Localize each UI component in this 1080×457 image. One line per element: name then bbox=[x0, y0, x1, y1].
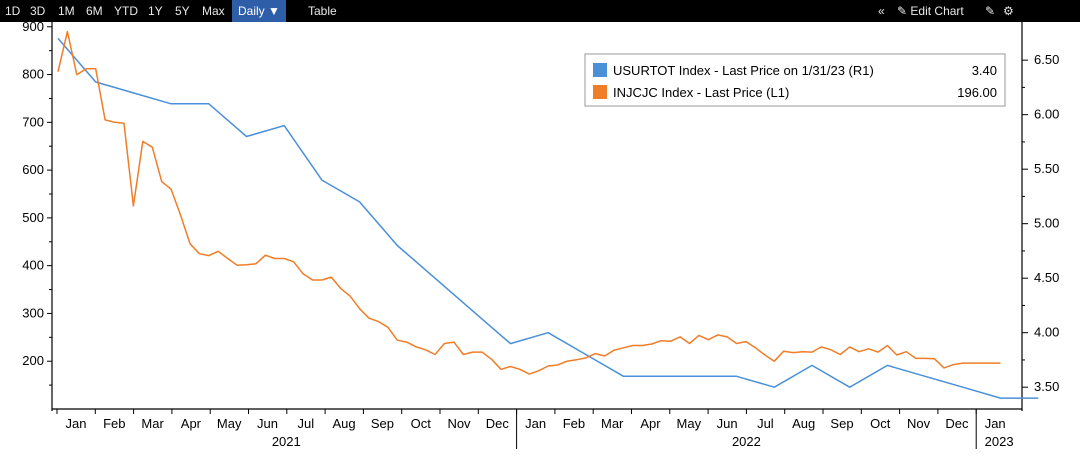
month-label: Oct bbox=[411, 416, 432, 431]
left-tick-label: 300 bbox=[22, 305, 44, 320]
legend-swatch bbox=[593, 85, 607, 99]
range-6m-button[interactable]: 6M bbox=[86, 4, 103, 18]
month-label: Dec bbox=[945, 416, 969, 431]
month-label: Apr bbox=[181, 416, 202, 431]
month-label: Jan bbox=[66, 416, 87, 431]
table-button[interactable]: Table bbox=[308, 4, 337, 18]
range-3d-button[interactable]: 3D bbox=[30, 4, 46, 18]
month-label: Jan bbox=[525, 416, 546, 431]
month-label: Apr bbox=[640, 416, 661, 431]
edit-icon[interactable]: ✎ bbox=[985, 4, 996, 18]
left-tick-label: 700 bbox=[22, 114, 44, 129]
range-1y-button[interactable]: 1Y bbox=[148, 4, 163, 18]
collapse-button[interactable]: « bbox=[878, 4, 885, 18]
range-1m-button[interactable]: 1M bbox=[58, 4, 75, 18]
legend-label: INJCJC Index - Last Price (L1) bbox=[613, 85, 789, 100]
month-label: Sep bbox=[371, 416, 394, 431]
right-tick-label: 4.00 bbox=[1034, 325, 1059, 340]
month-label: Sep bbox=[830, 416, 853, 431]
right-tick-label: 3.50 bbox=[1034, 379, 1059, 394]
legend-swatch bbox=[593, 63, 607, 77]
range-ytd-button[interactable]: YTD bbox=[114, 4, 138, 18]
month-label: May bbox=[217, 416, 242, 431]
month-label: Jul bbox=[757, 416, 774, 431]
right-tick-label: 6.50 bbox=[1034, 52, 1059, 67]
month-label: Jan bbox=[985, 416, 1006, 431]
left-tick-label: 200 bbox=[22, 353, 44, 368]
legend-value: 3.40 bbox=[972, 63, 997, 78]
right-tick-label: 6.00 bbox=[1034, 107, 1059, 122]
right-tick-label: 5.00 bbox=[1034, 216, 1059, 231]
right-tick-label: 5.50 bbox=[1034, 161, 1059, 176]
year-label: 2021 bbox=[272, 434, 301, 449]
settings-icon[interactable]: ⚙ bbox=[1003, 4, 1014, 18]
line-chart: 900 800 700 600 500 400 300 200 6.50 6.00 5.50 5.0… bbox=[22, 22, 1059, 449]
left-tick-label: 600 bbox=[22, 162, 44, 177]
month-label: Feb bbox=[563, 416, 585, 431]
range-1d-button[interactable]: 1D bbox=[5, 4, 21, 18]
month-label: May bbox=[677, 416, 702, 431]
left-tick-label: 800 bbox=[22, 67, 44, 82]
left-tick-label: 900 bbox=[22, 22, 44, 34]
legend-value: 196.00 bbox=[957, 85, 997, 100]
right-tick-label: 4.50 bbox=[1034, 270, 1059, 285]
month-label: Mar bbox=[601, 416, 624, 431]
range-5y-button[interactable]: 5Y bbox=[175, 4, 190, 18]
month-label: Nov bbox=[907, 416, 931, 431]
month-label: Mar bbox=[141, 416, 164, 431]
frequency-dropdown[interactable]: Daily ▼ bbox=[232, 0, 286, 22]
month-label: Aug bbox=[792, 416, 815, 431]
month-label: Feb bbox=[103, 416, 125, 431]
year-label: 2022 bbox=[732, 434, 761, 449]
jobless-claims-series-line bbox=[57, 30, 1001, 375]
month-label: Aug bbox=[333, 416, 356, 431]
month-label: Dec bbox=[486, 416, 510, 431]
month-label: Jun bbox=[717, 416, 738, 431]
legend-label: USURTOT Index - Last Price on 1/31/23 (R… bbox=[613, 63, 874, 78]
chart-toolbar: 1D 3D 1M 6M YTD 1Y 5Y Max Daily ▼ Table … bbox=[0, 0, 1080, 22]
unemployment-rate-series-line bbox=[57, 37, 1039, 399]
left-tick-label: 400 bbox=[22, 258, 44, 273]
range-max-button[interactable]: Max bbox=[202, 4, 225, 18]
year-label: 2023 bbox=[985, 434, 1014, 449]
edit-chart-button[interactable]: ✎ Edit Chart bbox=[897, 4, 964, 18]
month-label: Jun bbox=[257, 416, 278, 431]
month-label: Jul bbox=[297, 416, 314, 431]
month-label: Nov bbox=[447, 416, 471, 431]
legend-box bbox=[584, 53, 1006, 107]
month-label: Oct bbox=[870, 416, 891, 431]
left-tick-label: 500 bbox=[22, 210, 44, 225]
